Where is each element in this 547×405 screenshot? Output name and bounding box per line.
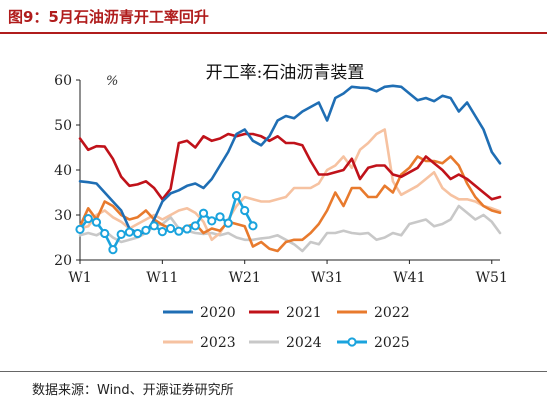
series-point-2025	[190, 221, 200, 231]
series-point-2025	[240, 205, 250, 216]
series-point-2025	[174, 226, 184, 236]
legend-marker-2025	[347, 337, 357, 347]
y-tick-label: 50	[54, 118, 72, 134]
series-point-2025	[83, 214, 93, 224]
line-chart: 开工率:石油沥青装置 % 20 30 40 50 60 W1 W11 W21 W31 W41 W51…	[54, 63, 508, 351]
series-line-2020	[78, 84, 502, 235]
series-point-2025	[165, 223, 176, 234]
chart-title: 开工率:石油沥青装置	[206, 63, 365, 83]
legend-label-2021: 2021	[286, 305, 322, 321]
series-point-2025	[248, 221, 258, 231]
series-point-2025	[100, 228, 110, 239]
x-tick-label: W31	[311, 270, 343, 286]
series-point-2025	[198, 208, 209, 218]
x-tick-label: W1	[68, 270, 91, 286]
series-point-2025	[215, 212, 225, 222]
series-point-2025	[182, 224, 192, 234]
y-tick-label: 20	[54, 253, 72, 269]
legend-label-2022: 2022	[374, 305, 410, 321]
x-tick-label: W51	[476, 270, 508, 286]
series-line-2022	[78, 155, 502, 253]
y-tick-label: 30	[54, 208, 72, 224]
source-note: 数据来源：Wind、开源证券研究所	[32, 383, 234, 398]
series-point-2025	[231, 191, 242, 201]
series-point-2025	[124, 227, 135, 237]
series-point-2025	[149, 221, 159, 231]
series-point-2025	[116, 229, 126, 239]
y-tick-label: 60	[54, 73, 72, 89]
y-tick-label: 40	[54, 163, 72, 179]
source-rule	[0, 371, 547, 372]
series-point-2025	[141, 225, 151, 235]
series-point-2025	[75, 224, 85, 234]
series-point-2025	[108, 245, 118, 255]
legend-label-2024: 2024	[286, 335, 322, 351]
series-point-2025	[223, 218, 233, 228]
legend-label-2020: 2020	[200, 305, 236, 321]
x-tick-label: W11	[146, 270, 178, 286]
series-point-2025	[157, 227, 167, 237]
series-line-2023	[78, 128, 502, 242]
figure-title: 图9：5月石油沥青开工率回升	[8, 8, 209, 26]
series-line-2021	[78, 132, 502, 201]
series-point-2025	[91, 217, 102, 227]
y-unit-label: %	[106, 74, 118, 89]
legend-label-2025: 2025	[374, 335, 410, 351]
x-tick-label: W41	[393, 270, 425, 286]
x-tick-label: W21	[229, 270, 261, 286]
series-point-2025	[207, 216, 217, 226]
legend-label-2023: 2023	[200, 335, 236, 351]
title-rule	[0, 32, 547, 34]
series-point-2025	[133, 228, 143, 239]
